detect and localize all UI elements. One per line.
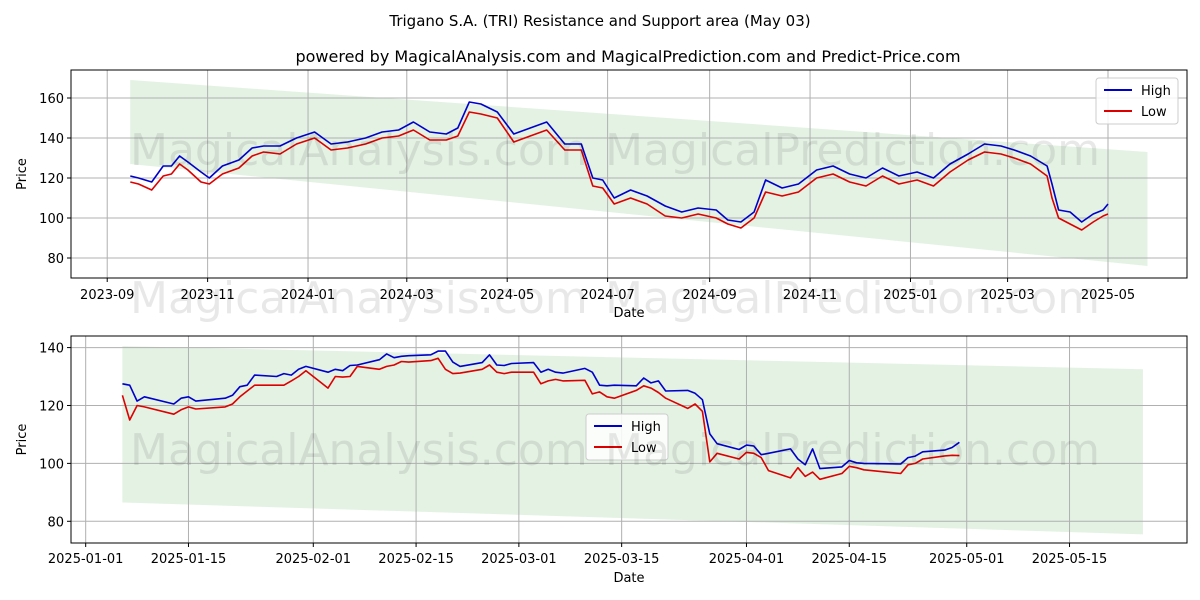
x-tick-label: 2024-07 [580,288,634,303]
x-tick-label: 2025-03-15 [584,552,660,567]
plot-frame [70,69,1188,279]
y-tick-label: 80 [47,252,64,267]
figure-title: Trigano S.A. (TRI) Resistance and Suppor… [388,12,810,30]
x-tick-label: 2024-03 [380,288,434,303]
support-resistance-band [130,80,1148,266]
x-tick-label: 2024-11 [783,288,837,303]
y-tick-label: 100 [39,212,64,227]
x-tick-label: 2025-04-01 [709,552,785,567]
y-tick-label: 140 [39,342,64,357]
x-tick-label: 2025-01-01 [48,552,124,567]
x-tick-label: 2025-05 [1081,288,1135,303]
x-tick-label: 2023-09 [80,288,134,303]
x-tick-label: 2025-03 [980,288,1034,303]
y-axis-label: Price [15,158,30,190]
watermark-analysis-top: MagicalAnalysis.com [130,125,588,176]
y-tick-label: 120 [39,399,64,414]
x-tick-label: 2024-09 [682,288,736,303]
watermark-prediction-mid: MagicalPrediction.com [605,273,1100,324]
x-tick-label: 2025-02-15 [378,552,454,567]
legend-label-low: Low [1141,105,1167,120]
series-line-low [121,357,960,481]
chart-panel-bottom: 2025-01-01 2025-01-15 2025-02-01 2025-02-15… [15,335,1188,586]
x-tick-label: 2025-05-01 [929,552,1005,567]
x-tick-label: 2024-05 [480,288,534,303]
legend-label-low: Low [631,441,657,456]
x-axis-label: Date [613,306,644,321]
series-line-high [130,101,1109,223]
x-tick-label: 2024-01 [281,288,335,303]
x-tick-label: 2025-01 [883,288,937,303]
y-tick-label: 80 [47,515,64,530]
y-tick-label: 140 [39,132,64,147]
legend-label-high: High [631,420,661,435]
series-line-low [130,111,1109,231]
figure-subtitle: powered by MagicalAnalysis.com and Magic… [295,47,960,66]
legend-label-high: High [1141,84,1171,99]
x-axis-label: Date [613,571,644,586]
x-tick-label: 2023-11 [180,288,234,303]
watermark-prediction-top: MagicalPrediction.com [605,125,1100,176]
x-tick-label: 2025-01-15 [151,552,227,567]
watermark-analysis-bottom: MagicalAnalysis.com [130,425,588,476]
y-tick-label: 160 [39,92,64,107]
series-line-high [122,350,960,470]
y-tick-label: 120 [39,172,64,187]
y-axis-label: Price [15,424,30,456]
watermark-prediction-bottom: MagicalPrediction.com [605,425,1100,476]
watermark-analysis-mid: MagicalAnalysis.com [130,273,588,324]
chart-panel-top: 2023-09 2023-11 2024-01 2024-03 2024-05 2024-… [15,69,1188,321]
y-tick-label: 100 [39,457,64,472]
x-tick-label: 2025-02-01 [276,552,352,567]
x-tick-label: 2025-04-15 [811,552,887,567]
x-tick-label: 2025-05-15 [1032,552,1108,567]
plot-frame [70,335,1188,544]
x-tick-label: 2025-03-01 [481,552,557,567]
